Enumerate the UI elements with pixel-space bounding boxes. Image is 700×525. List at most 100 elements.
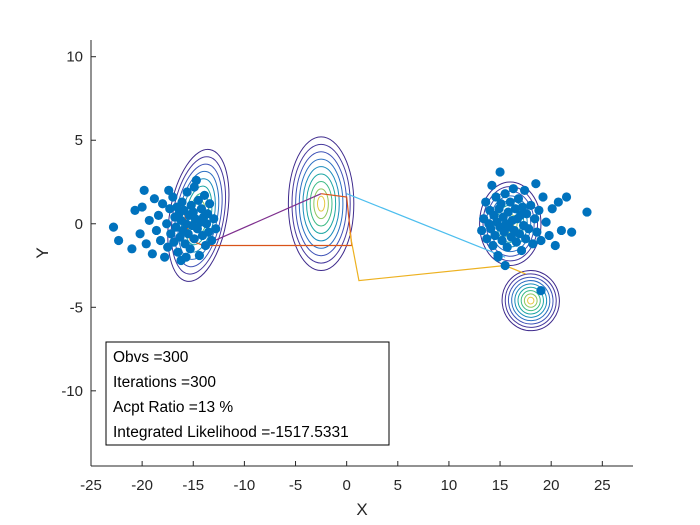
x-ticks: -25 -20 -15 -10 -5 0 5 10 15 20 25	[80, 461, 611, 494]
scatter-point	[137, 202, 147, 212]
scatter-point	[521, 234, 531, 244]
scatter-point	[169, 237, 179, 247]
axes: -25 -20 -15 -10 -5 0 5 10 15 20 25 10 5 0 -5 -10 X Y	[33, 40, 633, 519]
scatter-point	[486, 224, 496, 234]
density-contour	[504, 273, 557, 328]
scatter-point	[524, 224, 534, 234]
density-contour	[306, 173, 337, 234]
density-contour	[479, 181, 542, 267]
scatter-point	[141, 239, 151, 249]
scatter-point	[189, 234, 199, 244]
x-tick-label: 15	[492, 477, 509, 494]
x-axis-label: X	[356, 500, 367, 519]
scatter-point	[199, 190, 210, 200]
scatter-point	[530, 214, 540, 224]
scatter-point	[510, 204, 520, 214]
scatter-point	[487, 180, 497, 190]
scatter-point	[493, 252, 503, 262]
scatter-point	[144, 215, 154, 226]
scatter-point	[490, 230, 500, 241]
scatter-point	[160, 252, 170, 262]
x-tick-label: -10	[234, 477, 256, 494]
scatter-point	[139, 185, 149, 195]
scatter-point	[196, 204, 207, 214]
scatter-point	[127, 244, 137, 254]
scatter-point	[567, 227, 577, 237]
x-tick-label: 0	[342, 477, 350, 494]
scatter-point	[193, 195, 203, 205]
y-tick-label: 5	[75, 132, 83, 149]
sampler-path-layer	[182, 193, 526, 282]
scatter-point	[204, 227, 214, 237]
scatter-point	[155, 235, 166, 246]
y-tick-label: 0	[75, 216, 83, 233]
density-contour	[309, 180, 333, 227]
scatter-point	[168, 192, 178, 202]
density-contour	[291, 143, 351, 264]
x-tick-label: 25	[594, 477, 611, 494]
density-contour	[511, 280, 551, 322]
density-contour	[298, 158, 344, 249]
scatter-point	[491, 192, 501, 202]
annotation-obvs: Obvs =300	[113, 349, 189, 366]
density-contour	[316, 195, 326, 212]
y-axis-label: Y	[33, 247, 52, 258]
scatter-point	[536, 285, 546, 296]
y-tick-label: 10	[66, 49, 83, 66]
scatter-point	[538, 192, 548, 202]
scatter-point	[108, 222, 119, 232]
scatter-point	[517, 202, 528, 212]
y-tick-label: -10	[61, 383, 83, 400]
sampler-path-segment	[349, 232, 526, 282]
scatter-point	[528, 239, 538, 249]
annotation-frame	[105, 341, 390, 446]
scatter-point	[482, 234, 492, 244]
scatter-point	[173, 247, 183, 257]
scatter-point	[183, 229, 193, 239]
scatter-point	[516, 245, 527, 256]
density-contour	[514, 283, 548, 318]
annotation-acceptance-ratio: Acpt Ratio =13 %	[113, 399, 233, 416]
scatter-point	[534, 205, 544, 215]
sampler-path-segment	[346, 193, 506, 258]
scatter-point	[114, 235, 124, 246]
contour-layer	[167, 136, 560, 332]
scatter-point	[211, 224, 221, 234]
stats-annotation-box: Obvs =300 Iterations =300 Acpt Ratio =13…	[105, 341, 390, 446]
scatter-point	[130, 205, 140, 215]
scatter-point	[151, 225, 162, 236]
density-contour	[501, 270, 560, 332]
annotation-iterations: Iterations =300	[113, 374, 216, 391]
x-tick-label: -20	[131, 477, 153, 494]
scatter-point	[162, 219, 172, 229]
x-tick-label: -25	[80, 477, 102, 494]
scatter-point	[496, 199, 506, 209]
scatter-point	[147, 249, 157, 259]
scatter-point	[194, 250, 204, 261]
scatter-point	[550, 240, 560, 251]
density-contour	[287, 136, 355, 272]
scatter-point	[171, 222, 181, 232]
scatter-point	[209, 214, 219, 224]
scatter-point	[582, 207, 592, 217]
density-contour	[295, 151, 348, 257]
density-contour	[302, 166, 340, 242]
density-contour	[520, 290, 541, 312]
scatter-point	[477, 225, 487, 236]
scatter-point	[541, 217, 551, 227]
scatter-point	[556, 225, 567, 236]
scatter-point	[207, 235, 217, 246]
scatter-point	[185, 244, 195, 254]
scatter-point	[201, 219, 212, 229]
scatter-point	[200, 240, 211, 251]
scatter-point	[503, 207, 513, 217]
scatter-point	[189, 182, 199, 192]
scatter-point	[202, 209, 213, 219]
scatter-point	[536, 235, 546, 246]
scatter-point	[520, 185, 530, 195]
density-contour	[517, 286, 544, 315]
density-contour	[313, 188, 329, 220]
scatter-point	[153, 210, 164, 221]
scatter-point	[500, 260, 510, 271]
